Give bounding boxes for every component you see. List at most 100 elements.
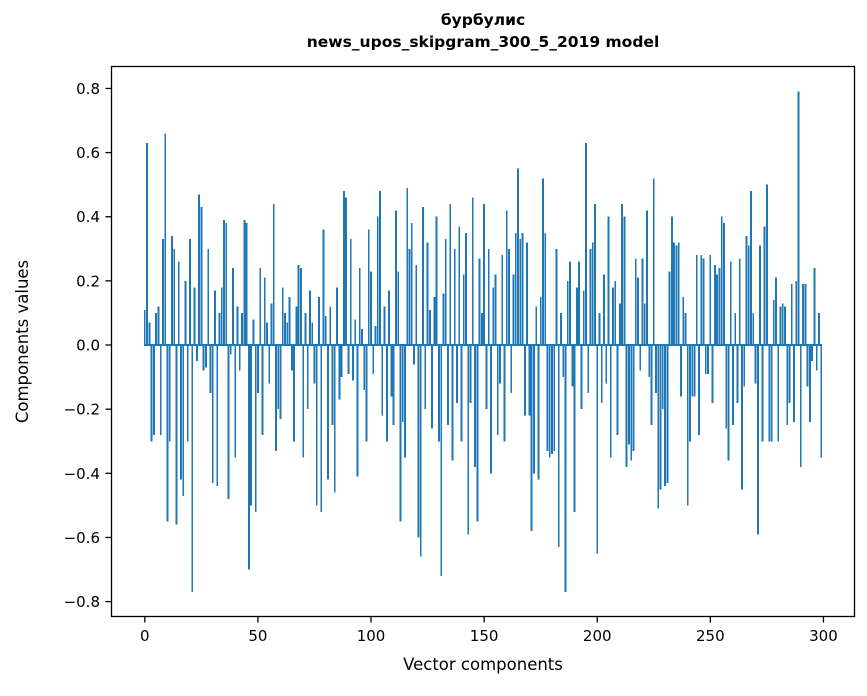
bar [566,280,569,346]
y-tick-label: −0.4 [64,465,100,483]
bar [336,287,338,346]
bar [474,345,476,467]
bar [741,345,743,490]
bar [340,345,343,378]
y-tick-label: −0.8 [64,593,100,611]
bar [729,261,732,346]
bar [453,248,456,346]
bar [639,345,642,371]
bar [775,277,777,346]
bar [241,312,243,346]
bar [661,345,664,410]
bar [352,345,354,381]
bar [560,312,562,346]
bar [247,345,250,570]
bar [211,345,214,483]
bar [743,345,746,387]
bar [512,274,515,346]
bar [437,345,440,442]
x-tick-label: 300 [809,627,838,645]
bar [175,345,178,525]
bar [200,207,203,346]
bar [268,345,271,384]
bar [519,239,522,346]
bar [166,345,169,522]
bar [535,306,538,346]
bar [718,268,721,346]
axes-spines [110,65,856,618]
bar [422,207,424,346]
bar [401,345,404,422]
bar [643,303,646,346]
bar [363,345,366,390]
bar [772,300,775,346]
bar [245,223,248,346]
bar [641,258,644,346]
bar [691,345,694,397]
bar [300,268,302,346]
bar [354,319,357,346]
bar [345,197,348,346]
bar [234,345,237,458]
bar [433,296,436,346]
bar [686,345,689,506]
bar [503,345,506,442]
bar [318,296,320,346]
bar [195,345,198,362]
bar [465,232,467,346]
bar [150,345,153,442]
bar [693,345,696,397]
bar [553,345,556,451]
bar [311,322,314,346]
bar [598,312,601,346]
bar [684,312,687,346]
bar [609,345,612,458]
bar [585,142,587,346]
bar [388,290,391,346]
bar [250,345,253,506]
bar [528,345,531,416]
bar [444,239,447,346]
bar [304,312,307,346]
bar [689,345,691,442]
bar [204,345,207,368]
bar [164,133,167,346]
bar [765,184,768,346]
bar [383,306,386,346]
bar [243,219,246,346]
bar [621,203,624,346]
bar [682,296,685,346]
bar [406,187,409,346]
bar [605,345,608,384]
bar [379,191,381,346]
y-tick-label: −0.2 [64,401,100,419]
bar [517,168,519,346]
y-tick-label: 0.8 [76,80,100,98]
bar [646,210,648,346]
bar [272,203,275,346]
bar [709,255,712,346]
bar [698,345,700,435]
bar [376,216,379,346]
bar [372,345,375,374]
bar [281,287,284,346]
bar [799,345,802,467]
bar [813,268,816,346]
chart-title-line-1: бурбулис [440,11,526,29]
bar [480,312,483,346]
bar [419,345,422,557]
bar [469,345,472,403]
bar [634,258,637,346]
zero-baseline [143,344,823,346]
bar [711,345,714,403]
bar [750,191,752,346]
bar [209,345,212,394]
bar [680,345,682,397]
bar [349,239,352,346]
bar [227,345,230,499]
bar [768,345,771,442]
bar [594,203,596,346]
bar [562,345,565,378]
bar [784,306,786,346]
bar [315,345,318,506]
